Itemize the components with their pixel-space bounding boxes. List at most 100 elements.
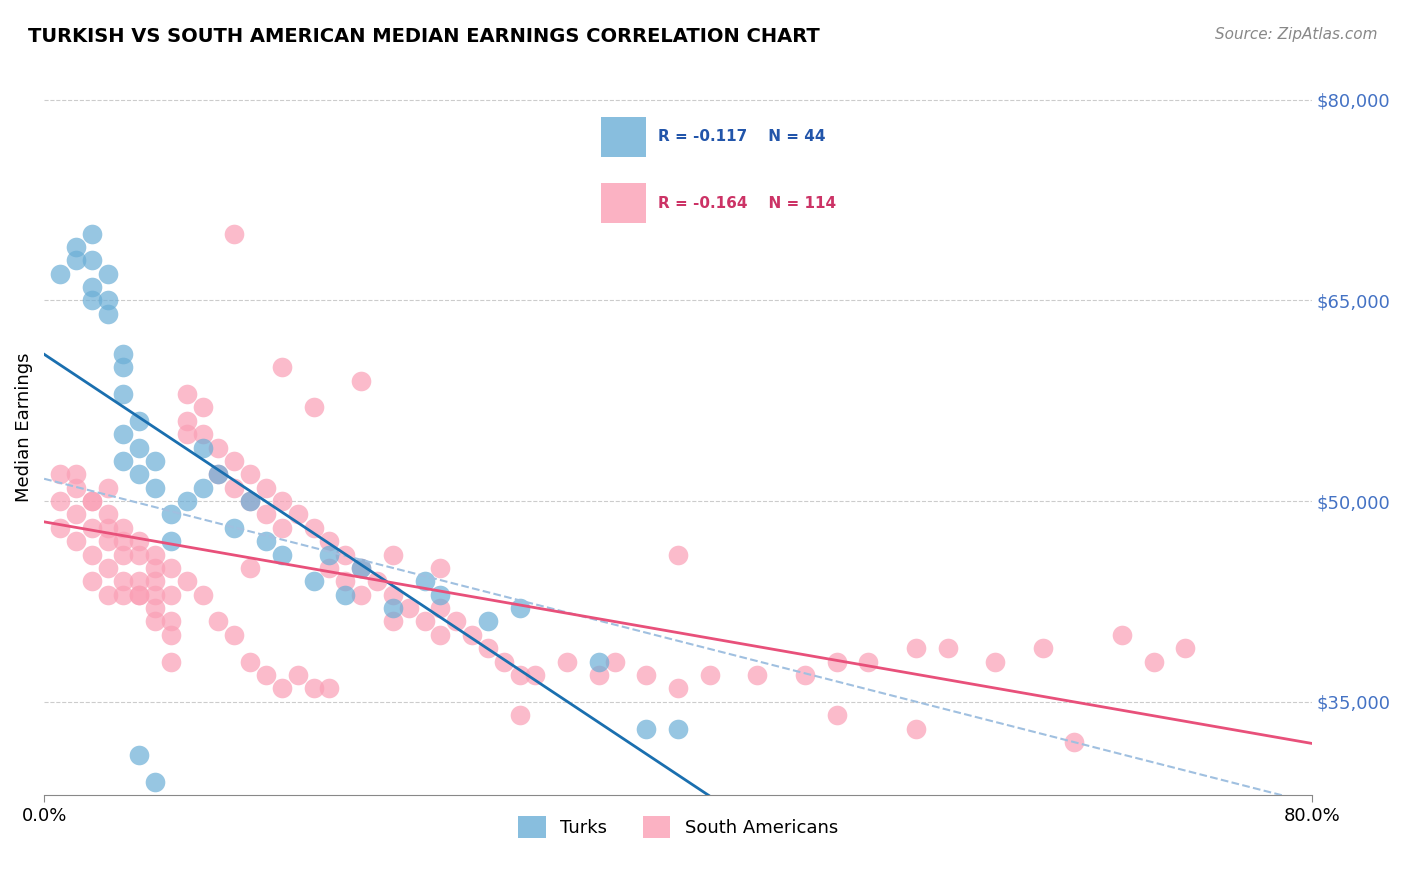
Text: Source: ZipAtlas.com: Source: ZipAtlas.com [1215, 27, 1378, 42]
Point [350, 561, 373, 575]
Point [936, 641, 959, 656]
Point [429, 601, 451, 615]
Point [747, 668, 769, 682]
Point [160, 508, 183, 522]
Point [128, 441, 150, 455]
Point [381, 588, 404, 602]
Point [112, 387, 135, 401]
Point [335, 574, 357, 589]
Point [588, 655, 610, 669]
Point [65, 534, 87, 549]
Point [160, 628, 183, 642]
Point [176, 574, 198, 589]
Point [207, 441, 229, 455]
Point [429, 628, 451, 642]
Point [477, 615, 499, 629]
Point [381, 615, 404, 629]
Point [335, 588, 357, 602]
Point [49, 267, 72, 281]
Point [143, 561, 166, 575]
Point [207, 615, 229, 629]
Point [555, 655, 578, 669]
Point [143, 454, 166, 468]
Point [603, 655, 626, 669]
Text: TURKISH VS SOUTH AMERICAN MEDIAN EARNINGS CORRELATION CHART: TURKISH VS SOUTH AMERICAN MEDIAN EARNING… [28, 27, 820, 45]
Point [176, 427, 198, 442]
Point [254, 481, 277, 495]
Point [49, 521, 72, 535]
Point [239, 467, 262, 482]
Point [112, 521, 135, 535]
Point [96, 534, 118, 549]
Point [492, 655, 515, 669]
Point [509, 668, 531, 682]
Point [65, 253, 87, 268]
Point [112, 548, 135, 562]
Point [984, 655, 1007, 669]
Point [143, 548, 166, 562]
Point [112, 347, 135, 361]
Point [49, 494, 72, 508]
Point [254, 668, 277, 682]
Point [112, 588, 135, 602]
Point [96, 267, 118, 281]
Point [80, 227, 103, 241]
Point [366, 574, 388, 589]
Point [128, 588, 150, 602]
Point [96, 508, 118, 522]
Y-axis label: Median Earnings: Median Earnings [15, 352, 32, 502]
Point [143, 574, 166, 589]
Point [477, 641, 499, 656]
Point [96, 521, 118, 535]
Point [524, 668, 547, 682]
Point [65, 467, 87, 482]
Point [224, 481, 246, 495]
Point [1174, 641, 1197, 656]
Point [302, 574, 325, 589]
Point [239, 494, 262, 508]
Point [112, 574, 135, 589]
Point [49, 467, 72, 482]
Point [413, 574, 436, 589]
Point [128, 467, 150, 482]
Point [509, 708, 531, 723]
Point [176, 387, 198, 401]
Point [80, 521, 103, 535]
Point [350, 374, 373, 388]
Point [112, 534, 135, 549]
Point [191, 401, 214, 415]
Point [318, 561, 340, 575]
Point [128, 534, 150, 549]
Point [191, 481, 214, 495]
Point [80, 548, 103, 562]
Point [350, 561, 373, 575]
Point [287, 668, 309, 682]
Point [96, 561, 118, 575]
Point [143, 775, 166, 789]
Point [224, 628, 246, 642]
Point [1111, 628, 1133, 642]
Point [350, 588, 373, 602]
Point [666, 548, 689, 562]
Point [160, 534, 183, 549]
Point [112, 454, 135, 468]
Point [381, 548, 404, 562]
Point [254, 508, 277, 522]
Point [143, 615, 166, 629]
Point [128, 574, 150, 589]
Point [270, 521, 292, 535]
Point [96, 307, 118, 321]
Point [128, 748, 150, 763]
Point [112, 360, 135, 375]
Point [65, 481, 87, 495]
Point [239, 561, 262, 575]
Point [461, 628, 484, 642]
Point [112, 427, 135, 442]
Point [287, 508, 309, 522]
Point [398, 601, 420, 615]
Point [191, 427, 214, 442]
Point [80, 253, 103, 268]
Point [699, 668, 721, 682]
Point [224, 521, 246, 535]
Point [191, 588, 214, 602]
